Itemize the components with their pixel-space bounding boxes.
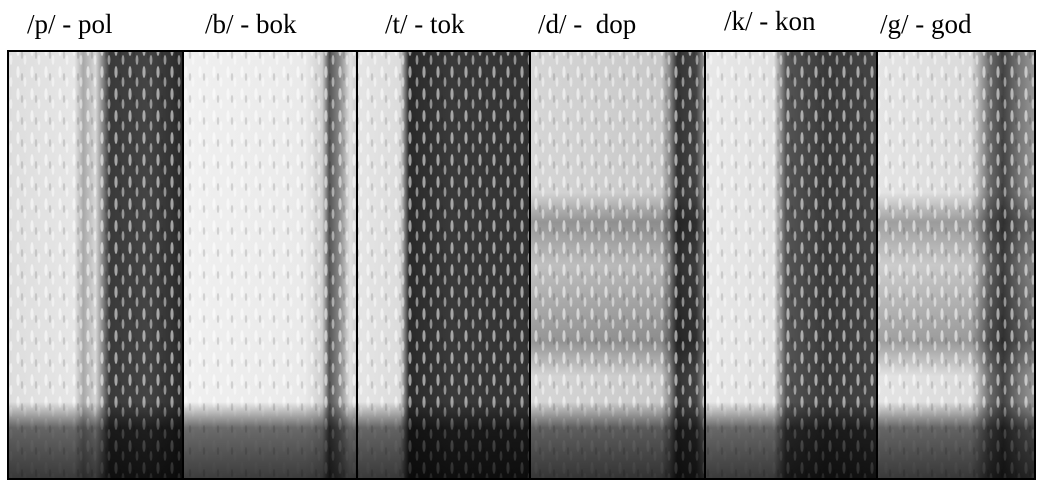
panel-label: /b/ - bok [205,9,297,39]
spectrogram-panel [704,50,878,480]
voicing-bar [357,51,530,479]
voicing-bar [8,51,183,479]
panel-label: /p/ - pol [27,9,113,39]
spectrogram-panel [7,50,184,480]
panel-label: /g/ - god [880,9,972,39]
panel-label: /d/ - dop [538,9,636,39]
voicing-bar [705,51,877,479]
voicing-bar [530,51,705,479]
spectrogram-panel [356,50,531,480]
panels [7,50,1036,480]
spectrogram-panel [876,50,1036,480]
spectrogram-panel [182,50,358,480]
voicing-bar [877,51,1035,479]
spectrogram-panel [529,50,706,480]
panel-label: /k/ - kon [724,6,816,36]
panel-border [876,50,1036,480]
panel-label: /t/ - tok [385,9,465,39]
labels: /p/ - pol/b/ - bok/t/ - tok/d/ - dop/k/ … [27,6,972,39]
voicing-bar [183,51,357,479]
